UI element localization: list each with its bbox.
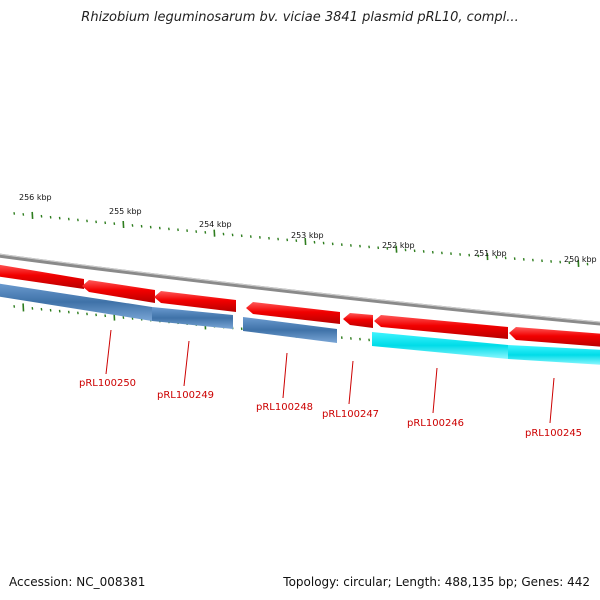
gene-arrow-pRL100247[interactable]	[343, 313, 373, 328]
gene-block-pRL100248[interactable]	[243, 317, 337, 343]
gene-leader-lines	[105, 329, 555, 424]
gene-block-pRL100245[interactable]	[508, 345, 600, 365]
gene-label-pRL100246[interactable]: pRL100246	[407, 418, 464, 429]
reverse-strand-track	[0, 264, 600, 347]
gene-label-pRL100250[interactable]: pRL100250	[79, 378, 136, 389]
scale-labels: 256 kbp 255 kbp 254 kbp 253 kbp 252 kbp …	[19, 193, 597, 264]
backbone-arc	[0, 253, 600, 326]
gene-block-pRL100250[interactable]	[0, 283, 152, 321]
gene-labels: pRL100250 pRL100249 pRL100248 pRL100247 …	[79, 378, 582, 439]
gene-label-pRL100247[interactable]: pRL100247	[322, 409, 379, 420]
gene-block-pRL100249[interactable]	[152, 307, 233, 329]
accession-text: Accession: NC_008381	[9, 575, 146, 589]
scale-label-251: 251 kbp	[474, 249, 507, 258]
map-title: Rhizobium leguminosarum bv. viciae 3841 …	[81, 10, 519, 25]
gene-label-pRL100245[interactable]: pRL100245	[525, 428, 582, 439]
gene-arrow-unlabeled-a[interactable]	[82, 280, 155, 303]
gene-arrow-pRL100246-rev[interactable]	[374, 315, 508, 339]
scale-tick-ring	[13, 211, 589, 267]
topology-stats-text: Topology: circular; Length: 488,135 bp; …	[283, 575, 590, 589]
scale-label-255: 255 kbp	[109, 207, 142, 216]
gene-arrow-unlabeled-b[interactable]	[154, 291, 236, 312]
gene-label-pRL100248[interactable]: pRL100248	[256, 402, 313, 413]
forward-strand-track	[0, 283, 600, 365]
gene-arrow-unlabeled-c[interactable]	[246, 302, 340, 324]
gene-arrow-pRL100245-rev[interactable]	[509, 327, 600, 347]
scale-label-250: 250 kbp	[564, 255, 597, 264]
gene-arrow-pRL100250[interactable]	[0, 264, 84, 289]
backbone-highlight	[0, 253, 600, 323]
scale-label-254: 254 kbp	[199, 220, 232, 229]
scale-label-256: 256 kbp	[19, 193, 52, 202]
scale-label-253: 253 kbp	[291, 231, 324, 240]
scale-label-252: 252 kbp	[382, 241, 415, 250]
gene-block-pRL100246[interactable]	[372, 332, 508, 359]
gene-label-pRL100249[interactable]: pRL100249	[157, 390, 214, 401]
